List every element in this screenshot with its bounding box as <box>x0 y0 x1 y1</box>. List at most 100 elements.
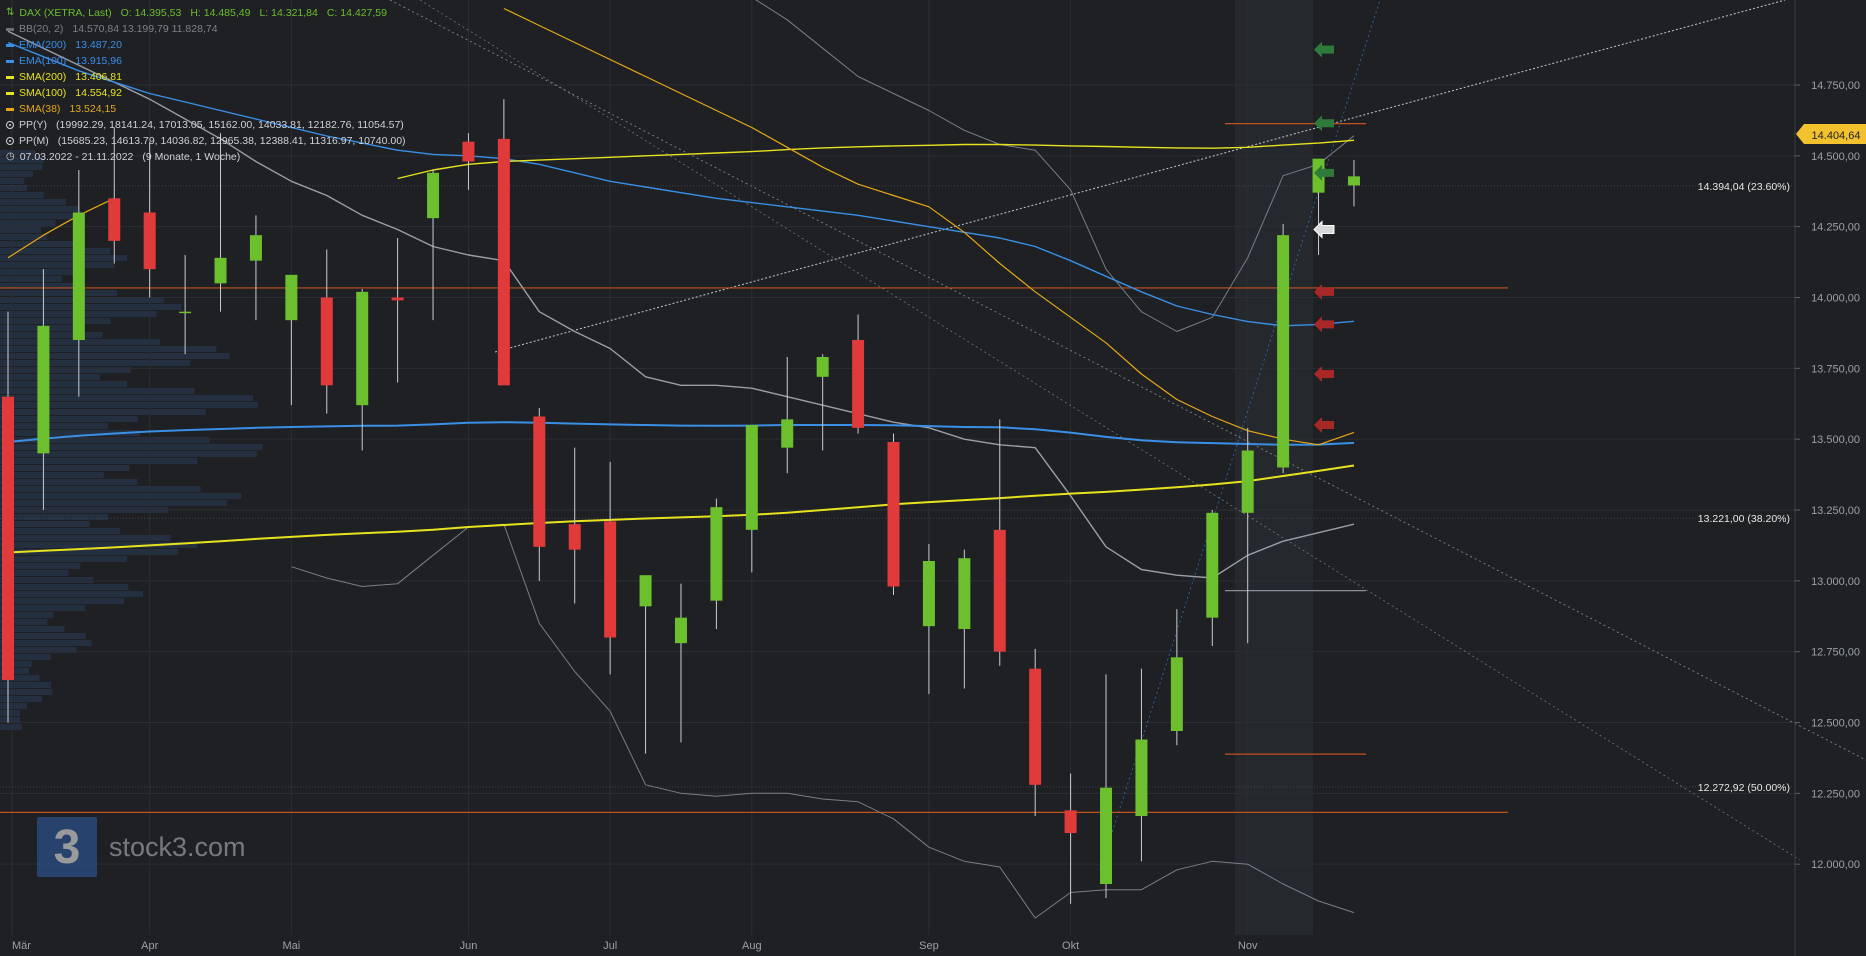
chart-type-icon: ⇅ <box>6 7 15 18</box>
volume-profile-bar <box>0 283 74 289</box>
price-axis: 12.000,00 12.250,00 12.500,00 12.750,00 13.0… <box>1794 0 1860 956</box>
volume-profile-bar <box>0 206 80 212</box>
candle-body-up <box>356 291 369 406</box>
time-tick-label: Jul <box>603 940 617 952</box>
volume-profile-bar <box>0 150 36 156</box>
ema200-swatch <box>6 43 14 47</box>
volume-profile-bar <box>0 689 53 695</box>
volume-profile-bar <box>0 605 86 611</box>
legend-ppm[interactable]: PP(M) (15685.23, 14613.79, 14036.82, 129… <box>6 133 406 149</box>
period-note: (9 Monate, 1 Woche) <box>142 151 241 163</box>
volume-profile-bar <box>0 612 54 618</box>
volume-profile-bar <box>0 682 52 688</box>
price-tick-label: 12.000,00 <box>1811 859 1860 871</box>
candle-body-up <box>214 257 227 284</box>
volume-profile-bar <box>0 227 42 233</box>
legend-ema200[interactable]: EMA(200) 13.487,20 <box>6 37 406 53</box>
volume-profile-bar <box>0 584 129 590</box>
legend-title-row: ⇅ DAX (XETRA, Last) O: 14.395,53 H: 14.4… <box>6 5 406 21</box>
signal-arrow-down <box>1314 417 1334 433</box>
signal-arrow-down <box>1314 366 1334 382</box>
bb-value: 14.570,84 13.199,79 11.828,74 <box>72 23 218 35</box>
sma38-value: 13.524,15 <box>69 103 117 115</box>
volume-profile-bar <box>0 661 32 667</box>
fib-label: 13.221,00 (38.20%) <box>1698 513 1790 525</box>
volume-profile-bar <box>0 577 94 583</box>
ppm-values: (15685.23, 14613.79, 14036.82, 12965.38,… <box>57 135 406 147</box>
time-tick-label: Apr <box>141 940 158 952</box>
volume-profile-bar <box>0 640 92 646</box>
volume-profile-bar <box>0 535 171 541</box>
candle-body-up <box>37 325 50 454</box>
bb-label: BB(20, 2) <box>19 23 64 35</box>
candle-body-up <box>179 311 192 314</box>
volume-profile-bar <box>0 542 198 548</box>
time-tick-label: Okt <box>1062 940 1079 952</box>
candle-body-up <box>1241 450 1254 513</box>
price-tick-label: 14.500,00 <box>1811 151 1860 163</box>
candle-body-down <box>1029 668 1042 785</box>
volume-profile-bar <box>0 717 20 723</box>
volume-profile-bar <box>0 360 191 366</box>
candle-body-up <box>639 575 652 607</box>
candle-body-down <box>320 297 333 386</box>
legend-ppy[interactable]: PP(Y) (19992.29, 18141.24, 17013.05, 151… <box>6 117 406 133</box>
legend-bb[interactable]: BB(20, 2) 14.570,84 13.199,79 11.828,74 <box>6 21 406 37</box>
sma38-label: SMA(38) <box>19 103 61 115</box>
chart-legend: ⇅ DAX (XETRA, Last) O: 14.395,53 H: 14.4… <box>6 5 406 165</box>
legend-sma200[interactable]: SMA(200) 13.406,81 <box>6 69 406 85</box>
volume-profile-bar <box>0 192 44 198</box>
bb-swatch <box>6 27 14 31</box>
signal-arrow-down <box>1314 316 1334 333</box>
pivot-icon <box>6 137 14 145</box>
volume-profile-bar <box>0 591 143 597</box>
ppy-values: (19992.29, 18141.24, 17013.05, 15162.00,… <box>56 119 404 131</box>
candle-body-down <box>568 524 581 550</box>
sma200-swatch <box>6 75 14 79</box>
volume-profile-bar <box>0 248 111 254</box>
fib-label: 14.394,04 (23.60%) <box>1698 181 1790 193</box>
volume-profile-bar <box>0 395 253 401</box>
pivot-icon <box>6 121 14 129</box>
time-axis: Mär Apr Mai Jun Jul Aug Sep Okt Nov <box>12 940 1258 952</box>
price-tick-label: 13.250,00 <box>1811 505 1860 517</box>
candle-body-up <box>1206 512 1219 618</box>
volume-profile-bar <box>0 213 74 219</box>
volume-profile-bar <box>0 290 118 296</box>
ohlc-high: H: 14.485,49 <box>190 7 251 19</box>
rising-trend-line <box>1099 0 1381 871</box>
volume-profile-bar <box>0 269 84 275</box>
volume-profile-bar <box>0 234 48 240</box>
volume-profile-bar <box>0 668 30 674</box>
time-tick-label: Nov <box>1238 940 1258 952</box>
candle-body-up <box>1135 739 1148 816</box>
legend-sma100[interactable]: SMA(100) 14.554,92 <box>6 85 406 101</box>
sma100-value: 14.554,92 <box>75 87 122 99</box>
last-price-badge <box>1796 124 1866 144</box>
candle-body-up <box>781 419 794 448</box>
ppm-label: PP(M) <box>19 135 49 147</box>
volume-profile-bar <box>0 339 161 345</box>
volume-profile-bar <box>0 500 228 506</box>
legend-sma38[interactable]: SMA(38) 13.524,15 <box>6 101 406 117</box>
volume-profile-bar <box>0 381 127 387</box>
volume-profile-bar <box>0 367 131 373</box>
period-range: 07.03.2022 - 21.11.2022 <box>19 151 134 163</box>
legend-ema100[interactable]: EMA(100) 13.915,96 <box>6 53 406 69</box>
volume-profile-bar <box>0 549 179 555</box>
volume-profile-bar <box>0 647 77 653</box>
sma200-line <box>7 464 1355 554</box>
stock3-logo-mark: 3 <box>37 817 97 877</box>
candle-body-down <box>604 521 617 638</box>
volume-profile-bar <box>0 696 42 702</box>
candle-body-down <box>2 396 14 680</box>
bb-upper-line <box>755 0 1355 332</box>
volume-profile-bar <box>0 633 86 639</box>
volume-profile-bar <box>0 199 67 205</box>
volume-profile-bar <box>0 409 206 415</box>
candle-body-down <box>108 198 121 241</box>
candle-body-down <box>497 138 510 386</box>
ema100-swatch <box>6 59 14 63</box>
